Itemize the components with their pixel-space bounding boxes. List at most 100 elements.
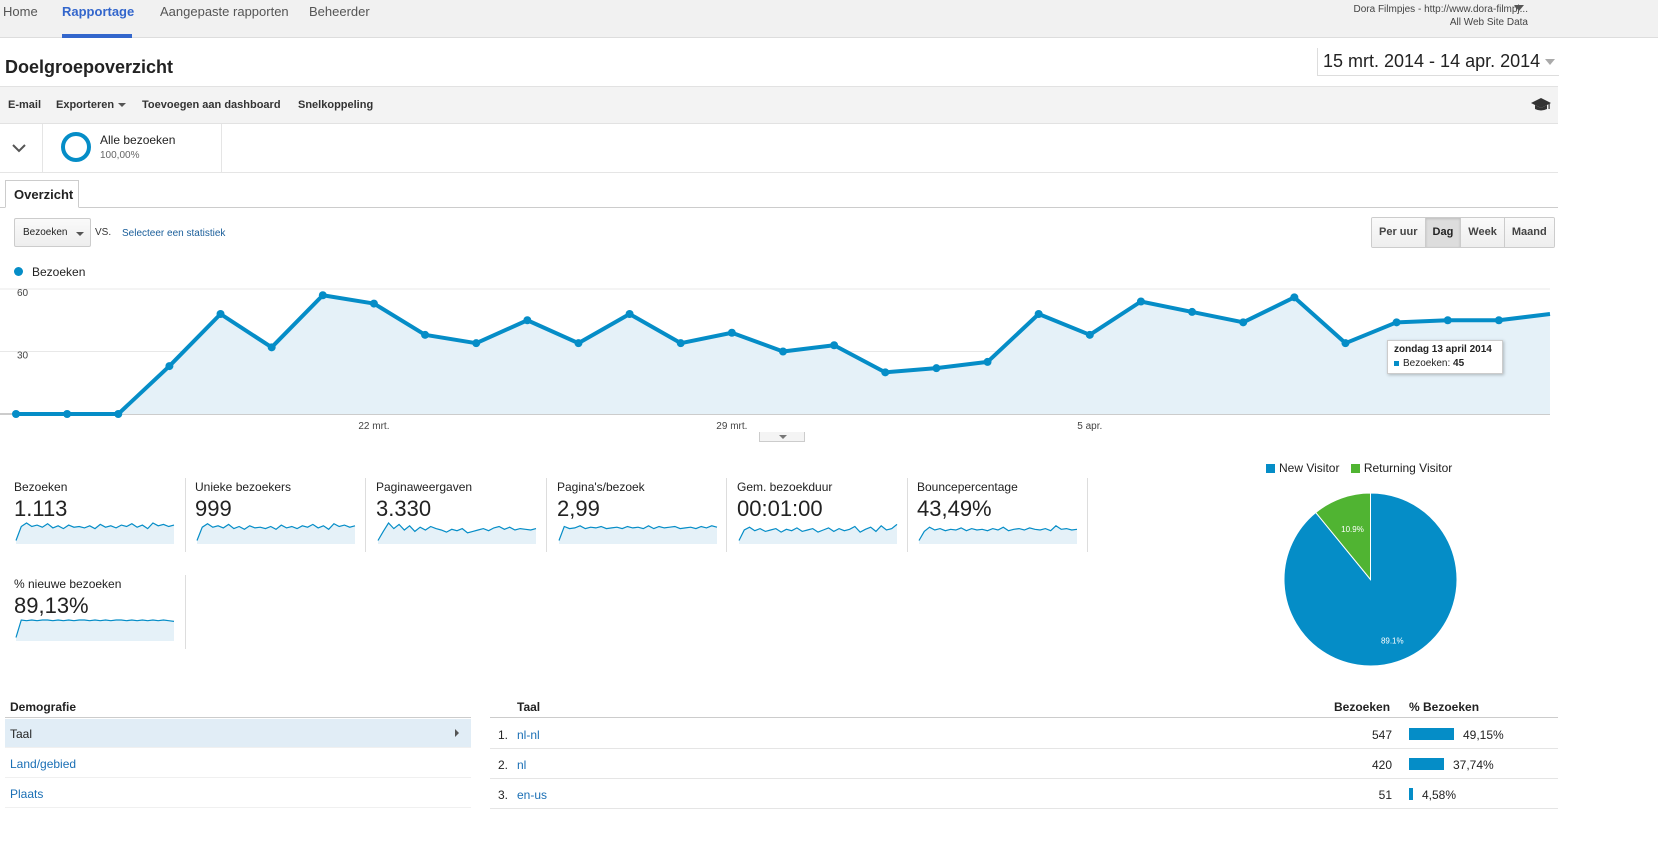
data-point[interactable] [932, 364, 941, 373]
export-button[interactable]: Exporteren [56, 99, 127, 111]
scorecard[interactable]: Gem. bezoekduur 00:01:00 [737, 480, 905, 555]
data-point[interactable] [216, 310, 225, 318]
account-view: All Web Site Data [1449, 17, 1528, 28]
data-point[interactable] [625, 310, 634, 318]
legend-swatch-new [1266, 464, 1275, 473]
data-point[interactable] [267, 343, 276, 352]
data-point[interactable] [369, 299, 378, 308]
scorecard[interactable]: Bezoeken 1.113 [14, 480, 182, 555]
data-point[interactable] [881, 368, 890, 377]
scorecard-divider [365, 478, 366, 552]
pie-slice-returning-visitor[interactable] [1315, 492, 1371, 581]
account-name: Dora Filmpjes - http://www.dora-filmpj..… [1353, 4, 1529, 15]
data-point[interactable] [1341, 339, 1350, 348]
language-link[interactable]: nl [517, 758, 527, 772]
table-row[interactable]: 1. nl-nl 547 49,15% [490, 719, 1558, 749]
scorecard-label: Gem. bezoekduur [737, 480, 833, 494]
nav-custom-reports[interactable]: Aangepaste rapporten [160, 4, 289, 19]
chart-collapse-handle[interactable] [759, 432, 805, 442]
sparkline [15, 522, 175, 544]
scorecard[interactable]: Paginaweergaven 3.330 [376, 480, 544, 555]
data-point[interactable] [1034, 310, 1043, 318]
metric-dropdown-value: Bezoeken [23, 227, 68, 238]
legend-new-visitor: New Visitor [1279, 461, 1340, 475]
sparkline-fill [739, 524, 897, 544]
date-range-picker[interactable]: 15 mrt. 2014 - 14 apr. 2014 [1317, 48, 1559, 76]
data-point[interactable] [1188, 307, 1197, 316]
demographics-header: Demografie [5, 700, 471, 718]
tab-overview[interactable]: Overzicht [5, 180, 79, 208]
scorecard-label: Bezoeken [14, 480, 68, 494]
pie-slice-label: 10.9% [1341, 525, 1364, 534]
caret-down-icon[interactable] [1514, 5, 1524, 11]
interval-week-button[interactable]: Week [1461, 218, 1505, 247]
metric-dropdown[interactable]: Bezoeken [14, 218, 91, 247]
data-point[interactable] [1494, 316, 1503, 325]
nav-admin[interactable]: Beheerder [309, 4, 370, 19]
data-point[interactable] [472, 339, 481, 348]
language-table-header: Taal Bezoeken % Bezoeken [490, 700, 1558, 718]
row-index: 1. [498, 728, 509, 742]
demographics-item-label: Taal [10, 727, 33, 741]
graduation-cap-icon[interactable] [1531, 98, 1551, 112]
data-point[interactable] [830, 341, 839, 350]
sparkline-line [196, 522, 356, 541]
account-selector[interactable]: Dora Filmpjes - http://www.dora-filmpj..… [1354, 3, 1529, 29]
scorecard[interactable]: Unieke bezoekers 999 [195, 480, 363, 555]
visits-line-chart[interactable]: 60 30 22 mrt. 29 mrt. 5 apr. [0, 284, 1558, 434]
sparkline-fill [16, 620, 174, 641]
percent-bar [1409, 758, 1444, 770]
demographics-item-language[interactable]: Taal [5, 719, 471, 748]
scorecard[interactable]: % nieuwe bezoeken 89,13% [14, 577, 182, 652]
language-link[interactable]: en-us [517, 788, 548, 802]
email-button[interactable]: E-mail [8, 99, 42, 111]
nav-rapportage[interactable]: Rapportage [62, 4, 135, 19]
data-point[interactable] [779, 347, 787, 356]
data-point[interactable] [983, 357, 992, 366]
data-point[interactable] [574, 339, 583, 348]
scorecard[interactable]: Pagina's/bezoek 2,99 [557, 480, 725, 555]
data-point[interactable] [318, 291, 327, 300]
demographics-item-label: Plaats [10, 787, 44, 801]
language-link[interactable]: nl-nl [517, 728, 540, 742]
demographics-item-city[interactable]: Plaats [5, 779, 471, 808]
data-point[interactable] [727, 328, 736, 337]
select-metric-link[interactable]: Selecteer een statistiek [122, 228, 226, 239]
data-point[interactable] [1443, 316, 1452, 325]
scorecard-divider [546, 478, 547, 552]
percent-bar [1409, 728, 1454, 740]
segment-name: Alle bezoeken [100, 133, 176, 147]
segment-toggle[interactable] [0, 124, 43, 173]
segment-all-visits[interactable]: Alle bezoeken 100,00% [44, 124, 222, 173]
data-point[interactable] [1136, 297, 1145, 306]
data-point[interactable] [1290, 293, 1299, 302]
interval-hour-button[interactable]: Per uur [1372, 218, 1426, 247]
scorecard-value: 2,99 [557, 496, 600, 521]
data-point[interactable] [12, 410, 20, 418]
data-point[interactable] [421, 330, 430, 339]
visitor-type-pie-chart[interactable]: 89.1% 10.9% [1283, 492, 1458, 667]
scorecard[interactable]: Bouncepercentage 43,49% [917, 480, 1085, 555]
data-point[interactable] [165, 362, 174, 371]
data-point[interactable] [523, 316, 532, 325]
demographics-item-country[interactable]: Land/gebied [5, 749, 471, 778]
interval-day-button[interactable]: Dag [1425, 218, 1462, 247]
scorecard-label: Unieke bezoekers [195, 480, 292, 494]
interval-month-button[interactable]: Maand [1504, 218, 1554, 247]
table-row[interactable]: 2. nl 420 37,74% [490, 749, 1558, 779]
table-row[interactable]: 3. en-us 51 4,58% [490, 779, 1558, 809]
data-point[interactable] [676, 339, 685, 348]
data-point[interactable] [63, 410, 72, 418]
report-toolbar: E-mail Exporteren Toevoegen aan dashboar… [0, 86, 1558, 124]
data-point[interactable] [1085, 330, 1094, 339]
chevron-down-icon [12, 144, 26, 153]
add-to-dashboard-button[interactable]: Toevoegen aan dashboard [142, 99, 281, 111]
data-point[interactable] [1392, 318, 1401, 327]
chevron-right-icon [455, 729, 459, 737]
data-point[interactable] [114, 410, 123, 418]
shortcut-button[interactable]: Snelkoppeling [298, 99, 374, 111]
caret-down-icon[interactable] [1545, 59, 1555, 65]
data-point[interactable] [1239, 318, 1248, 327]
caret-down-icon [118, 103, 127, 108]
nav-home[interactable]: Home [3, 4, 38, 19]
